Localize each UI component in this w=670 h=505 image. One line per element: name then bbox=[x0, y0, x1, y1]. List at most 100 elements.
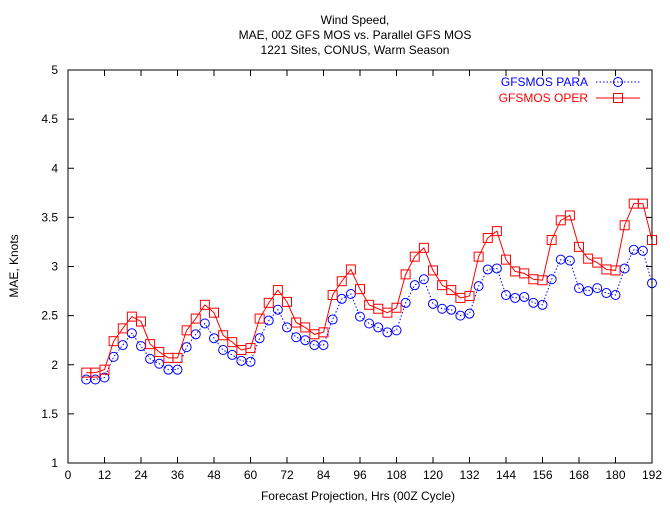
legend-label: GFSMOS OPER bbox=[499, 91, 589, 105]
data-point bbox=[418, 274, 429, 285]
data-point bbox=[391, 325, 402, 336]
data-point bbox=[272, 304, 283, 315]
data-point bbox=[327, 314, 338, 325]
title-line-2: MAE, 00Z GFS MOS vs. Parallel GFS MOS bbox=[239, 28, 472, 42]
data-point bbox=[282, 296, 292, 307]
data-point bbox=[409, 251, 420, 262]
data-point bbox=[355, 311, 365, 322]
data-point bbox=[190, 313, 201, 324]
x-tick-label: 180 bbox=[605, 468, 625, 482]
data-point bbox=[409, 280, 420, 291]
x-tick-label: 0 bbox=[65, 468, 72, 482]
x-tick-label: 24 bbox=[134, 468, 148, 482]
data-point bbox=[501, 289, 511, 300]
title-line-3: 1221 Sites, CONUS, Warm Season bbox=[261, 43, 450, 57]
data-point bbox=[108, 351, 119, 362]
data-point bbox=[245, 356, 256, 367]
data-point bbox=[282, 322, 292, 333]
data-point bbox=[391, 302, 402, 313]
x-tick-label: 60 bbox=[244, 468, 258, 482]
data-point bbox=[364, 318, 375, 329]
chart-title: Wind Speed, MAE, 00Z GFS MOS vs. Paralle… bbox=[239, 13, 472, 57]
data-point bbox=[327, 289, 338, 300]
data-point bbox=[601, 288, 612, 299]
data-point bbox=[491, 263, 502, 274]
data-point bbox=[181, 325, 192, 336]
y-tick-label: 5 bbox=[51, 63, 58, 77]
legend-marker bbox=[613, 93, 623, 103]
data-point bbox=[263, 297, 274, 308]
data-point bbox=[382, 327, 393, 338]
data-point bbox=[355, 284, 365, 295]
data-point bbox=[99, 364, 110, 375]
data-point bbox=[546, 234, 557, 245]
data-point bbox=[145, 353, 156, 364]
data-point bbox=[181, 342, 192, 353]
plot-frame bbox=[67, 69, 653, 464]
data-point bbox=[537, 299, 548, 310]
data-point bbox=[592, 257, 603, 268]
y-tick-label: 1.5 bbox=[41, 407, 58, 421]
data-point bbox=[610, 289, 621, 300]
y-axis-label: MAE, Knots bbox=[7, 234, 21, 297]
y-tick-label: 2.5 bbox=[41, 309, 58, 323]
data-point bbox=[136, 341, 146, 352]
x-tick-label: 84 bbox=[317, 468, 331, 482]
data-point bbox=[519, 291, 530, 302]
data-point bbox=[373, 322, 384, 333]
y-tick-label: 2 bbox=[51, 358, 58, 372]
data-point bbox=[473, 251, 484, 262]
data-point bbox=[510, 292, 521, 303]
x-tick-label: 96 bbox=[353, 468, 367, 482]
legend-marker bbox=[613, 77, 623, 87]
data-point bbox=[574, 283, 584, 294]
data-point bbox=[145, 339, 156, 350]
data-point bbox=[291, 332, 302, 343]
y-tick-label: 4.5 bbox=[41, 112, 58, 126]
x-tick-label: 72 bbox=[280, 468, 294, 482]
x-tick-label: 108 bbox=[386, 468, 406, 482]
data-point bbox=[637, 198, 648, 209]
data-point bbox=[245, 343, 256, 354]
data-point bbox=[172, 364, 183, 375]
data-point bbox=[209, 307, 219, 318]
x-tick-label: 48 bbox=[207, 468, 221, 482]
data-point bbox=[482, 233, 493, 244]
data-point bbox=[491, 226, 502, 237]
data-point bbox=[199, 299, 210, 310]
data-point bbox=[108, 336, 119, 347]
data-point bbox=[117, 340, 128, 351]
data-point bbox=[236, 355, 247, 366]
legend: GFSMOS PARA GFSMOS OPER bbox=[499, 75, 640, 105]
data-point bbox=[117, 323, 128, 334]
series-para bbox=[81, 244, 657, 385]
data-point bbox=[564, 210, 575, 221]
data-point bbox=[428, 298, 438, 309]
data-point bbox=[300, 322, 311, 333]
series-line bbox=[86, 249, 653, 380]
x-tick-label: 12 bbox=[98, 468, 112, 482]
data-point bbox=[528, 297, 539, 308]
data-point bbox=[172, 352, 183, 363]
data-point bbox=[519, 268, 530, 279]
x-tick-label: 144 bbox=[496, 468, 516, 482]
data-point bbox=[136, 316, 146, 327]
data-point bbox=[446, 285, 457, 296]
data-point bbox=[473, 281, 484, 292]
data-point bbox=[464, 290, 475, 301]
y-tick-label: 3.5 bbox=[41, 210, 58, 224]
data-point bbox=[300, 335, 311, 346]
data-point bbox=[218, 330, 229, 341]
y-tick-label: 3 bbox=[51, 260, 58, 274]
data-point bbox=[564, 255, 575, 266]
title-line-1: Wind Speed, bbox=[321, 13, 390, 27]
data-point bbox=[272, 285, 283, 296]
data-point bbox=[154, 346, 165, 357]
data-point bbox=[574, 241, 584, 252]
data-point bbox=[254, 313, 265, 324]
x-tick-label: 132 bbox=[459, 468, 479, 482]
data-point bbox=[428, 265, 438, 276]
data-point bbox=[154, 358, 165, 369]
data-point bbox=[318, 327, 329, 338]
data-point bbox=[610, 265, 621, 276]
